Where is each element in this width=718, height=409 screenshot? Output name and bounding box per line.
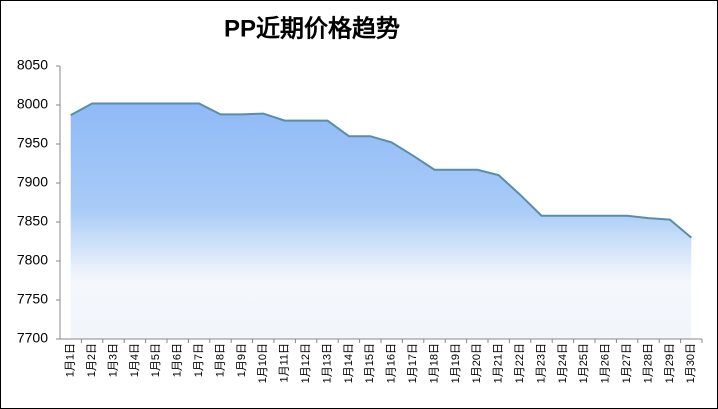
x-tick-label: 1月24日 <box>557 343 569 383</box>
y-tick-label: 7700 <box>17 330 48 346</box>
x-tick-label: 1月7日 <box>193 343 205 377</box>
chart-title: PP近期价格趋势 <box>224 15 400 42</box>
x-tick-label: 1月19日 <box>450 343 462 383</box>
x-tick-label: 1月20日 <box>471 343 483 383</box>
x-tick-label: 1月23日 <box>535 343 547 383</box>
x-tick-label: 1月21日 <box>493 343 505 383</box>
x-tick-label: 1月18日 <box>428 343 440 383</box>
x-tick-label: 1月25日 <box>578 343 590 383</box>
y-tick-label: 8050 <box>17 57 48 73</box>
area-fill <box>70 103 692 339</box>
y-tick-label: 7750 <box>17 291 48 307</box>
x-tick-label: 1月14日 <box>343 343 355 383</box>
x-tick-label: 1月13日 <box>321 343 333 383</box>
x-tick-label: 1月16日 <box>386 343 398 383</box>
x-tick-label: 1月28日 <box>642 343 654 383</box>
x-tick-label: 1月4日 <box>129 343 141 377</box>
y-tick-label: 7950 <box>17 135 48 151</box>
x-tick-label: 1月2日 <box>86 343 98 377</box>
x-tick-label: 1月9日 <box>236 343 248 377</box>
x-tick-label: 1月6日 <box>172 343 184 377</box>
x-tick-label: 1月10日 <box>257 343 269 383</box>
area-line <box>70 102 692 239</box>
y-tick-label: 7850 <box>17 213 48 229</box>
x-tick-label: 1月22日 <box>514 343 526 383</box>
x-tick-label: 1月29日 <box>664 343 676 383</box>
x-tick-label: 1月8日 <box>214 343 226 377</box>
x-tick-label: 1月11日 <box>279 343 291 383</box>
x-tick-label: 1月15日 <box>364 343 376 383</box>
y-tick-label: 7900 <box>17 174 48 190</box>
x-tick-label: 1月30日 <box>685 343 697 383</box>
x-tick-label: 1月1日 <box>65 343 77 377</box>
x-tick-label: 1月17日 <box>407 343 419 383</box>
y-tick-label: 8000 <box>17 96 48 112</box>
x-tick-label: 1月3日 <box>107 343 119 377</box>
x-tick-label: 1月27日 <box>621 343 633 383</box>
y-tick-label: 7800 <box>17 252 48 268</box>
x-tick-label: 1月5日 <box>150 343 162 377</box>
x-tick-label: 1月12日 <box>300 343 312 383</box>
x-tick-label: 1月26日 <box>600 343 612 383</box>
